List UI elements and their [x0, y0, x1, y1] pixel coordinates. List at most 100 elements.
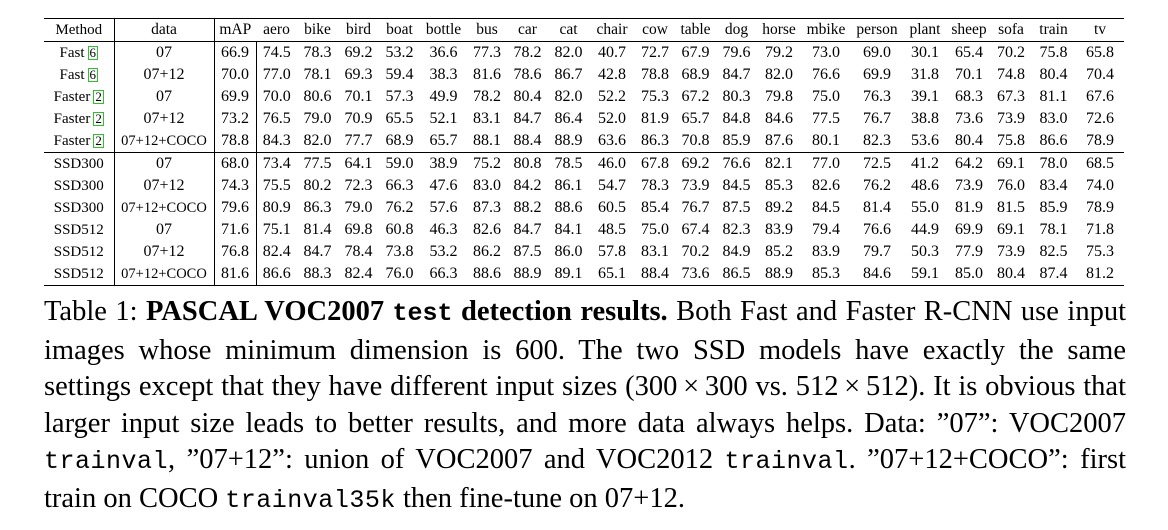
ap-cell: 38.9	[429, 155, 458, 172]
ap-cell: 82.5	[1039, 243, 1068, 260]
citation-link[interactable]: 6	[87, 45, 98, 60]
ap-cell: 88.9	[507, 263, 548, 286]
ap-cell: 78.9	[1076, 130, 1124, 153]
ap-cell: 78.4	[344, 243, 373, 260]
column-header-bike: bike	[297, 18, 338, 42]
ap-cell: 80.1	[801, 130, 851, 153]
column-header-plant: plant	[903, 18, 947, 42]
ap-cell: 48.6	[911, 177, 939, 194]
ap-cell: 73.9	[997, 243, 1025, 260]
ap-cell: 75.8	[991, 130, 1031, 153]
map-cell: 81.6	[214, 263, 257, 286]
method-cell: Faster 2	[44, 86, 115, 108]
ap-cell: 74.0	[1086, 177, 1114, 194]
ap-cell: 73.9	[681, 177, 710, 194]
method-cell: SSD300	[44, 197, 115, 219]
ap-cell: 84.6	[765, 110, 793, 127]
ap-cell: 52.1	[429, 110, 458, 127]
ap-cell: 81.6	[473, 66, 501, 83]
results-table-container: Method data mAP aero bike bird boat bottle bus ca…	[44, 18, 1124, 286]
map-cell: 71.6	[214, 219, 257, 241]
ap-cell: 75.3	[1086, 243, 1114, 260]
ap-cell: 88.9	[757, 263, 801, 286]
ap-cell: 53.2	[429, 243, 458, 260]
column-header-table: table	[675, 18, 716, 42]
ap-cell: 81.5	[997, 199, 1025, 216]
ap-cell: 75.8	[1039, 44, 1068, 61]
column-header-cow: cow	[635, 18, 675, 42]
ap-cell: 69.8	[344, 221, 373, 238]
table-row: SSD512 07+12+COCO 81.6 86.6 88.3 82.4 76.0 66.3…	[44, 263, 1124, 286]
table-row: SSD512 07+12 76.8 82.4 84.7 78.4 73.8 53.2 86.2 8…	[44, 241, 1124, 263]
ap-cell: 83.0	[1039, 110, 1068, 127]
ap-cell: 78.1	[303, 66, 332, 83]
ap-cell: 74.8	[997, 66, 1025, 83]
caption-label: Table 1:	[44, 296, 147, 327]
method-name: SSD300	[53, 156, 104, 172]
ap-cell: 87.5	[722, 199, 751, 216]
ap-cell: 84.6	[851, 263, 903, 286]
ap-cell: 44.9	[911, 221, 939, 238]
ap-cell: 80.4	[947, 130, 991, 153]
map-cell: 70.0	[214, 64, 257, 86]
citation-link[interactable]: 2	[93, 111, 104, 126]
ap-cell: 82.3	[851, 130, 903, 153]
column-header-bus: bus	[467, 18, 507, 42]
ap-cell: 78.2	[513, 44, 542, 61]
data-cell: 07+12+COCO	[114, 263, 215, 286]
ap-cell: 49.9	[429, 88, 458, 105]
ap-cell: 84.5	[722, 177, 751, 194]
ap-cell: 76.7	[863, 110, 891, 127]
data-cell: 07	[114, 86, 215, 108]
table-header-row: Method data mAP aero bike bird boat bottle bus ca…	[44, 18, 1124, 42]
citation-link[interactable]: 2	[93, 133, 104, 148]
ap-cell: 70.2	[681, 243, 710, 260]
map-cell: 78.8	[214, 130, 257, 153]
method-name: Faster	[53, 133, 91, 149]
ap-cell: 84.7	[303, 243, 332, 260]
ap-cell: 86.1	[554, 177, 583, 194]
ap-cell: 84.3	[256, 130, 297, 153]
ap-cell: 85.3	[801, 263, 851, 286]
method-name: SSD512	[53, 266, 104, 282]
ap-cell: 72.7	[641, 44, 669, 61]
ap-cell: 68.5	[1086, 155, 1114, 172]
ap-cell: 79.7	[863, 243, 891, 260]
ap-cell: 65.5	[385, 110, 414, 127]
table-row: Faster 2 07+12+COCO 78.8 84.3 82.0 77.7 68.9 65.…	[44, 130, 1124, 153]
ap-cell: 67.2	[681, 88, 710, 105]
ap-cell: 67.3	[997, 88, 1025, 105]
ap-cell: 73.4	[262, 155, 291, 172]
ap-cell: 57.8	[598, 243, 626, 260]
caption-title-a: PASCAL VOC2007	[146, 296, 393, 327]
ap-cell: 79.0	[344, 199, 373, 216]
ap-cell: 82.4	[338, 263, 379, 286]
ap-cell: 67.4	[681, 221, 710, 238]
ap-cell: 47.6	[429, 177, 458, 194]
data-cell: 07+12+COCO	[114, 130, 215, 153]
citation-link[interactable]: 6	[87, 67, 98, 82]
ap-cell: 77.3	[473, 44, 501, 61]
ap-cell: 66.3	[385, 177, 414, 194]
table-row: Faster 2 07+12 73.2 76.5 79.0 70.9 65.5 52.1 83.1…	[44, 108, 1124, 130]
ap-cell: 69.1	[997, 155, 1025, 172]
ap-cell: 86.5	[716, 263, 757, 286]
ap-cell: 50.3	[911, 243, 939, 260]
ap-cell: 83.0	[473, 177, 501, 194]
ap-cell: 83.9	[812, 243, 840, 260]
method-name: SSD512	[53, 222, 104, 238]
ap-cell: 80.8	[513, 155, 542, 172]
column-header-chair: chair	[589, 18, 635, 42]
column-header-method: Method	[44, 18, 115, 42]
caption-mono-1: trainval	[44, 447, 169, 476]
citation-link[interactable]: 2	[93, 89, 104, 104]
method-name: SSD300	[53, 200, 104, 216]
column-header-sheep: sheep	[947, 18, 991, 42]
ap-cell: 82.0	[297, 130, 338, 153]
method-name: Faster	[53, 89, 91, 105]
ap-cell: 41.2	[911, 155, 939, 172]
ap-cell: 82.3	[722, 221, 751, 238]
ap-cell: 75.2	[473, 155, 501, 172]
results-table: Method data mAP aero bike bird boat bottle bus ca…	[44, 18, 1124, 286]
ap-cell: 39.1	[911, 88, 939, 105]
